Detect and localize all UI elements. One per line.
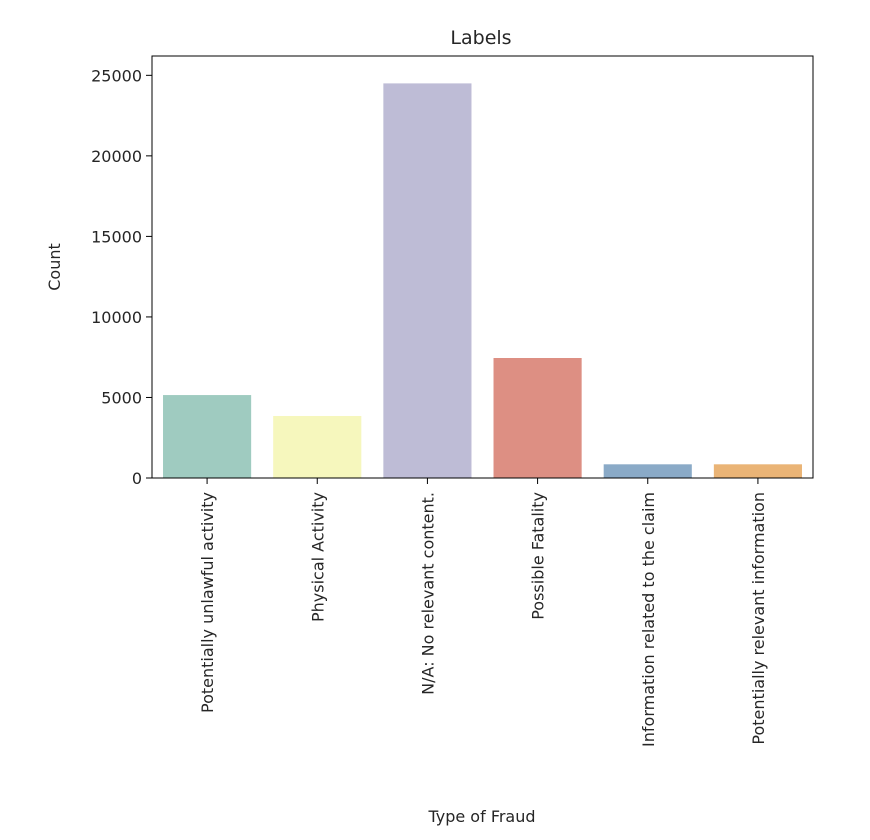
y-axis-label: Count — [45, 243, 64, 291]
y-tick-label: 0 — [132, 469, 142, 488]
bar-2 — [383, 83, 472, 478]
bar-3 — [493, 358, 582, 478]
y-tick-label: 15000 — [91, 227, 142, 246]
y-tick-label: 5000 — [101, 388, 142, 407]
bars-layer — [163, 83, 802, 478]
x-tick-label: Possible Fatality — [529, 492, 548, 620]
y-tick-label: 20000 — [91, 147, 142, 166]
x-axis-label: Type of Fraud — [427, 807, 535, 826]
bar-4 — [603, 464, 692, 478]
bar-5 — [713, 464, 802, 478]
bar-0 — [163, 395, 252, 478]
bar-1 — [273, 415, 362, 478]
x-tick-label: Potentially unlawful activity — [198, 492, 217, 713]
y-tick-label: 25000 — [91, 66, 142, 85]
y-axis: 0 5000 10000 15000 20000 25000 — [91, 66, 152, 488]
x-axis: Potentially unlawful activity Physical Ac… — [198, 478, 768, 747]
x-tick-label: Physical Activity — [308, 492, 327, 622]
y-tick-label: 10000 — [91, 308, 142, 327]
x-tick-label: Potentially relevant information — [749, 492, 768, 745]
chart-title: Labels — [450, 27, 511, 49]
plot-frame — [151, 55, 814, 479]
x-tick-label: N/A: No relevant content. — [418, 492, 437, 695]
x-tick-label: Information related to the claim — [639, 492, 658, 747]
